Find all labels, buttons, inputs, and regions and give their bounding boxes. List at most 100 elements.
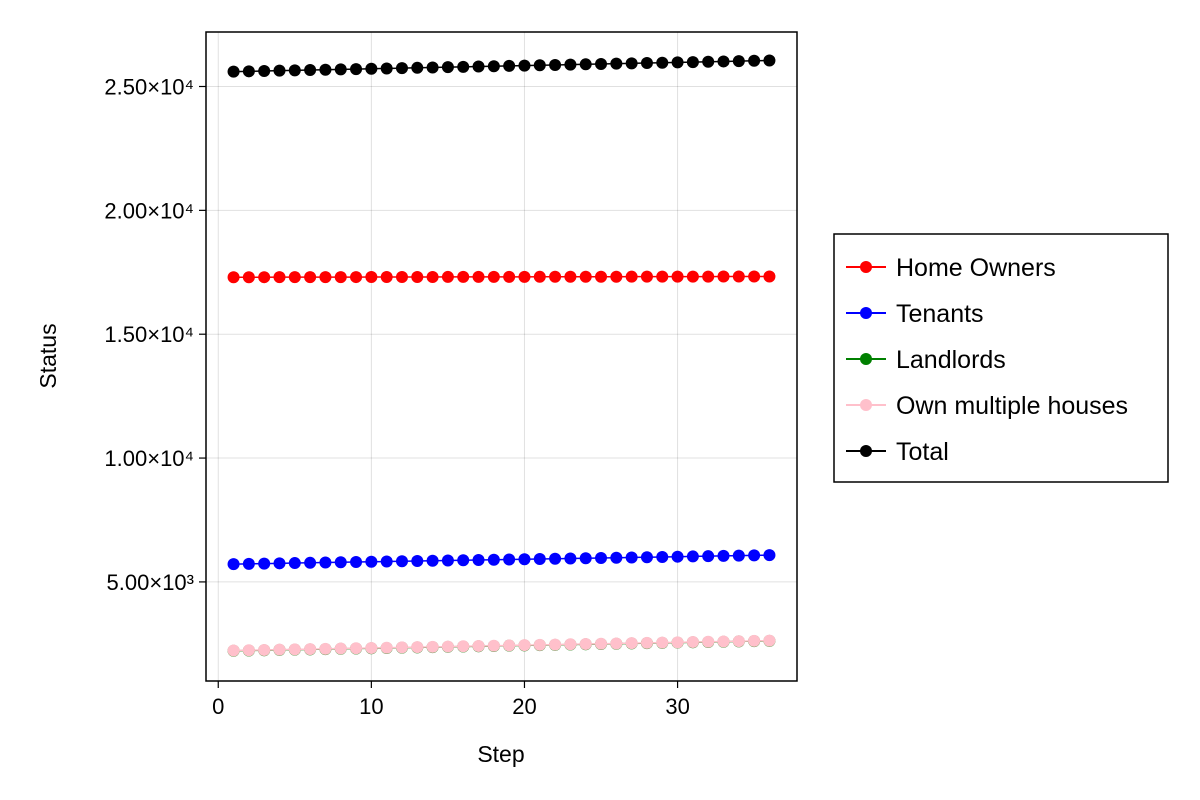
data-point-home-owners — [395, 270, 408, 283]
series-home-owners — [227, 270, 776, 284]
data-point-own-multiple-houses — [365, 641, 378, 654]
series-total — [227, 54, 776, 78]
data-point-total — [579, 58, 592, 71]
legend-item-total: Total — [846, 438, 949, 466]
data-point-own-multiple-houses — [686, 636, 699, 649]
legend: Home Owners Tenants Landlords Own multiple … — [833, 233, 1169, 483]
data-point-total — [288, 64, 301, 77]
data-point-tenants — [748, 549, 761, 562]
series-own-multiple-houses — [227, 634, 776, 657]
data-point-total — [227, 65, 240, 78]
data-point-home-owners — [472, 270, 485, 283]
data-point-own-multiple-houses — [732, 635, 745, 648]
legend-marker — [860, 399, 872, 411]
legend-label: Landlords — [896, 346, 1006, 374]
data-point-own-multiple-houses — [288, 643, 301, 656]
data-point-total — [732, 55, 745, 68]
data-point-total — [380, 62, 393, 75]
data-point-home-owners — [686, 270, 699, 283]
data-point-tenants — [487, 553, 500, 566]
data-point-total — [549, 58, 562, 71]
y-tick-label: 2.50×10⁴ — [104, 74, 194, 99]
data-point-home-owners — [350, 271, 363, 284]
data-point-own-multiple-houses — [380, 641, 393, 654]
data-point-tenants — [258, 557, 271, 570]
data-point-home-owners — [411, 270, 424, 283]
legend-item-landlords: Landlords — [846, 346, 1006, 374]
data-point-tenants — [411, 555, 424, 568]
y-tick-label: 1.00×10⁴ — [104, 446, 194, 471]
data-point-total — [457, 60, 470, 73]
data-point-tenants — [319, 556, 332, 569]
data-point-total — [533, 59, 546, 72]
data-point-home-owners — [487, 270, 500, 283]
data-point-home-owners — [533, 270, 546, 283]
data-point-own-multiple-houses — [411, 641, 424, 654]
data-point-tenants — [334, 556, 347, 569]
data-point-own-multiple-houses — [656, 636, 669, 649]
x-tick-label: 20 — [512, 694, 536, 719]
data-point-total — [610, 57, 623, 70]
data-point-own-multiple-houses — [258, 643, 271, 656]
data-point-home-owners — [702, 270, 715, 283]
data-point-total — [595, 57, 608, 70]
y-tick-label: 5.00×10³ — [107, 570, 194, 595]
legend-label: Total — [896, 438, 949, 466]
data-point-home-owners — [273, 271, 286, 284]
data-point-total — [686, 56, 699, 69]
data-point-own-multiple-houses — [533, 638, 546, 651]
data-point-tenants — [610, 551, 623, 564]
data-point-own-multiple-houses — [702, 635, 715, 648]
data-point-own-multiple-houses — [748, 634, 761, 647]
legend-label: Home Owners — [896, 254, 1056, 282]
data-point-home-owners — [579, 270, 592, 283]
data-point-tenants — [457, 554, 470, 567]
data-point-home-owners — [732, 270, 745, 283]
data-point-total — [640, 57, 653, 70]
data-point-tenants — [625, 551, 638, 564]
data-point-tenants — [227, 558, 240, 571]
data-point-own-multiple-houses — [640, 636, 653, 649]
data-point-own-multiple-houses — [610, 637, 623, 650]
data-point-own-multiple-houses — [595, 637, 608, 650]
data-point-own-multiple-houses — [304, 643, 317, 656]
data-point-own-multiple-houses — [334, 642, 347, 655]
legend-item-home-owners: Home Owners — [846, 254, 1056, 282]
x-tick-label: 30 — [665, 694, 689, 719]
grid — [206, 32, 797, 681]
data-point-home-owners — [503, 270, 516, 283]
data-point-tenants — [288, 557, 301, 570]
legend-marker — [860, 261, 872, 273]
data-point-own-multiple-houses — [503, 639, 516, 652]
data-point-own-multiple-houses — [472, 640, 485, 653]
series-layer — [227, 54, 776, 657]
data-point-total — [365, 62, 378, 75]
data-point-total — [518, 59, 531, 72]
data-point-home-owners — [625, 270, 638, 283]
data-point-home-owners — [671, 270, 684, 283]
legend-label: Own multiple houses — [896, 392, 1128, 420]
data-point-total — [717, 55, 730, 68]
data-point-tenants — [472, 554, 485, 567]
data-point-tenants — [640, 551, 653, 564]
data-point-total — [702, 55, 715, 68]
data-point-tenants — [564, 552, 577, 565]
data-point-total — [503, 59, 516, 72]
data-point-total — [304, 64, 317, 77]
data-point-own-multiple-houses — [487, 639, 500, 652]
data-point-own-multiple-houses — [319, 642, 332, 655]
data-point-own-multiple-houses — [579, 638, 592, 651]
x-axis-label: Step — [477, 741, 524, 767]
data-point-tenants — [732, 549, 745, 562]
data-point-home-owners — [564, 270, 577, 283]
data-point-own-multiple-houses — [441, 640, 454, 653]
data-point-home-owners — [717, 270, 730, 283]
series-tenants — [227, 549, 776, 571]
data-point-total — [273, 64, 286, 77]
data-point-tenants — [365, 555, 378, 568]
data-point-total — [671, 56, 684, 69]
legend-label: Tenants — [896, 300, 984, 328]
legend-item-own-multiple-houses: Own multiple houses — [846, 392, 1128, 420]
data-point-home-owners — [426, 270, 439, 283]
